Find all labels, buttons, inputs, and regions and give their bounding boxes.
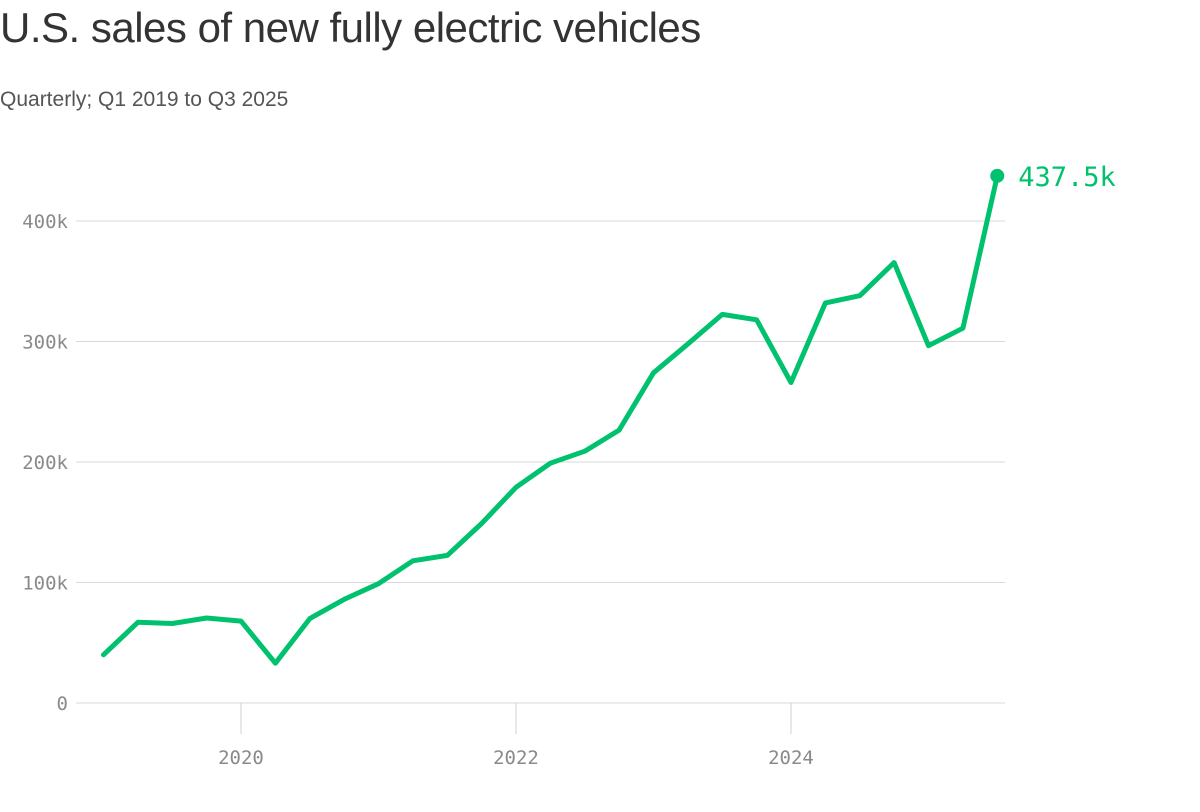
y-tick-label: 300k [22,332,68,354]
data-point [135,620,140,625]
end-value-label: 437.5k [1018,162,1116,193]
data-point [823,300,828,305]
data-point [204,616,209,621]
data-point [445,553,450,558]
data-point [720,312,725,317]
series-layer [101,173,1000,666]
data-point [651,370,656,375]
data-point [685,341,690,346]
x-axis: 2020 2022 2024 [76,702,1005,769]
x-tick-label: 2022 [493,747,539,769]
data-point [960,326,965,331]
data-point [101,652,106,657]
data-point [239,619,244,624]
data-point [410,558,415,563]
x-tick-label: 2024 [768,747,814,769]
gridlines [76,220,1005,583]
data-point [926,343,931,348]
data-point [376,581,381,586]
y-tick-label: 100k [22,573,68,595]
data-point [617,428,622,433]
data-point [789,380,794,385]
data-point [892,260,897,265]
chart-subtitle: Quarterly; Q1 2019 to Q3 2025 [0,88,289,111]
data-point [582,449,587,454]
data-point [754,317,759,322]
y-tick-label: 0 [57,693,68,715]
series-line-ev-sales [101,173,1000,666]
end-point-marker [990,168,1005,183]
data-point [307,616,312,621]
data-point [548,461,553,466]
data-point [170,621,175,626]
y-tick-label: 200k [22,452,68,474]
data-point [273,661,278,666]
y-tick-label: 400k [22,211,68,233]
chart-title: U.S. sales of new fully electric vehicle… [0,4,701,51]
data-point [342,597,347,602]
y-axis: 0 100k 200k 300k 400k [22,211,68,715]
x-tick-label: 2020 [218,747,264,769]
data-point [514,485,519,490]
data-point [857,293,862,298]
data-point [479,521,484,526]
annotation-layer: 437.5k [990,162,1116,193]
